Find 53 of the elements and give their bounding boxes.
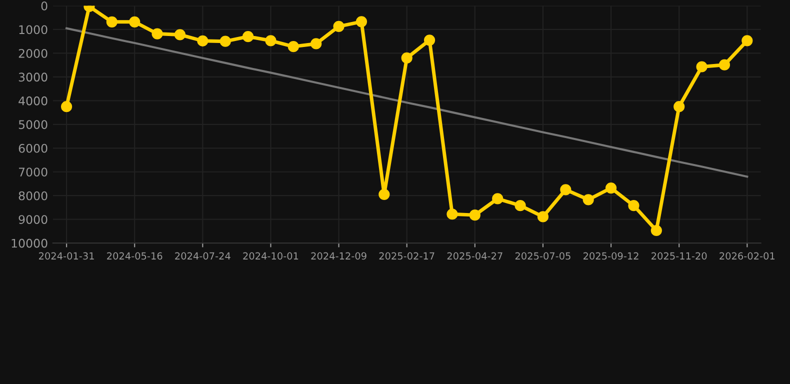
- point: [242, 31, 254, 42]
- x-tick-label: 2025-04-27: [447, 252, 502, 260]
- x-tick-label: 2024-05-16: [107, 252, 162, 260]
- point: [696, 61, 708, 72]
- y-tick-label: 10000: [12, 238, 48, 248]
- y-tick-label: 7000: [18, 168, 48, 177]
- y-tick-label: 1000: [19, 25, 48, 34]
- x-tick-label: 2024-01-31: [39, 252, 94, 260]
- point: [356, 16, 368, 28]
- point: [492, 193, 504, 204]
- y-tick-label: 4000: [18, 96, 48, 106]
- y-tick-label: 8000: [18, 191, 48, 200]
- point: [220, 36, 231, 47]
- point: [174, 29, 186, 40]
- line-series: [65, 27, 748, 178]
- x-tick-label: 2024-07-24: [175, 252, 230, 260]
- point: [60, 101, 72, 112]
- point: [378, 188, 390, 200]
- point: [742, 35, 753, 46]
- x-tick-label: 2025-02-17: [379, 252, 434, 260]
- y-tick-label: 9000: [18, 215, 48, 224]
- point: [560, 184, 572, 196]
- x-tick-label: 2026-02-01: [720, 252, 775, 260]
- point: [197, 35, 208, 46]
- x-tick-label: 2024-10-01: [243, 252, 298, 260]
- point: [152, 28, 163, 40]
- point: [310, 38, 322, 50]
- point: [514, 200, 526, 212]
- point: [582, 194, 594, 206]
- point: [674, 101, 685, 112]
- x-tick-label: 2025-11-20: [652, 252, 707, 260]
- y-tick-label: 5000: [18, 120, 48, 130]
- point: [650, 224, 662, 236]
- y-tick-label: 2000: [18, 48, 48, 58]
- point: [537, 211, 549, 222]
- point: [129, 16, 140, 28]
- point: [469, 210, 480, 221]
- point: [628, 200, 640, 212]
- y-tick-label: 0: [41, 1, 48, 10]
- point: [106, 16, 118, 28]
- point: [605, 182, 617, 194]
- point: [718, 59, 730, 70]
- x-tick-label: 2024-12-09: [311, 252, 366, 260]
- y-tick-label: 3000: [18, 72, 48, 82]
- point: [424, 34, 436, 46]
- x-tick-label: 2025-07-05: [515, 252, 570, 260]
- x-tick-label: 2025-09-12: [583, 252, 638, 260]
- point: [333, 20, 344, 32]
- point: [265, 35, 276, 46]
- point: [288, 41, 299, 52]
- point: [401, 52, 412, 64]
- point: [446, 208, 458, 220]
- y-tick-label: 6000: [18, 144, 48, 153]
